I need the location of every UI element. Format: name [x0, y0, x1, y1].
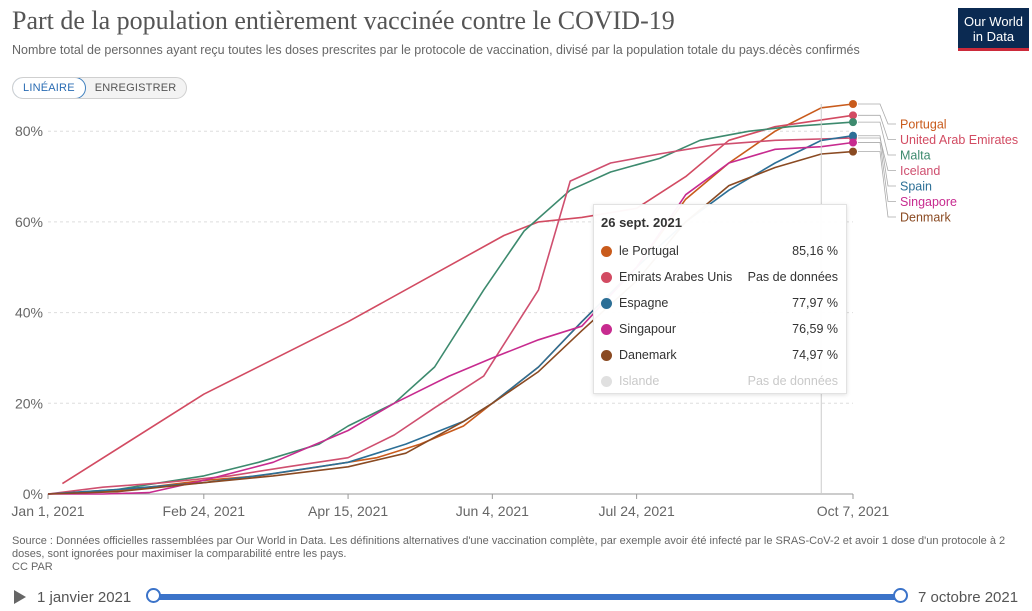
- series-end-dot: [849, 100, 857, 108]
- scale-toggle: LINÉAIRE ENREGISTRER: [12, 77, 188, 99]
- x-tick-label: Jul 24, 2021: [598, 503, 674, 519]
- y-axis-ticks: 0% 20% 40% 60% 80%: [15, 123, 43, 502]
- legend-dot: [601, 245, 612, 257]
- series-label[interactable]: Malta: [900, 149, 931, 163]
- tooltip-date: 26 sept. 2021: [601, 215, 682, 230]
- series-label[interactable]: Denmark: [900, 211, 951, 225]
- legend-dot: [601, 271, 612, 283]
- footer: Source : Données officielles rassemblées…: [12, 535, 1022, 574]
- label-leader: [858, 151, 896, 218]
- series-label[interactable]: Spain: [900, 180, 932, 194]
- line-chart: 0% 20% 40% 60% 80% Jan 1, 2021 Feb 24, 2021 Ap…: [11, 100, 1018, 519]
- legend-dot: [601, 323, 612, 335]
- legend-dot: [601, 349, 612, 361]
- y-tick-label: 40%: [15, 305, 43, 321]
- tooltip-rows: le Portugal 85,16 % Emirats Arabes Unis Pas…: [601, 238, 838, 394]
- x-axis-ticks: Jan 1, 2021 Feb 24, 2021 Apr 15, 2021 Jun 4…: [11, 494, 889, 519]
- tooltip-country: Islande: [619, 374, 660, 388]
- series-line-portugal[interactable]: [47, 103, 854, 495]
- label-leader: [858, 114, 896, 140]
- tooltip-value: 76,59 %: [792, 322, 838, 336]
- tooltip-row: Emirats Arabes Unis Pas de données: [601, 264, 838, 290]
- y-tick-label: 60%: [15, 214, 43, 230]
- x-tick-label: Oct 7, 2021: [817, 503, 890, 519]
- tooltip-row: le Portugal 85,16 %: [601, 238, 838, 264]
- series-end-dot: [849, 138, 857, 147]
- chart-title: Part de la population entièrement vaccin…: [12, 6, 675, 35]
- tooltip-row: Islande Pas de données: [601, 368, 838, 394]
- tooltip-country: Danemark: [619, 348, 677, 362]
- series-end-dot: [849, 118, 857, 127]
- series-label[interactable]: Iceland: [900, 164, 940, 178]
- label-leader: [858, 137, 896, 171]
- hover-tooltip: 26 sept. 2021 le Portugal 85,16 % Emirats …: [593, 204, 847, 394]
- x-tick-label: Feb 24, 2021: [163, 503, 246, 519]
- series-end-dot: [849, 111, 857, 120]
- x-tick-label: Apr 15, 2021: [308, 503, 388, 519]
- x-tick-label: Jan 1, 2021: [11, 503, 84, 519]
- series-end-dot: [849, 147, 857, 156]
- series-line-malta[interactable]: [47, 121, 854, 495]
- y-tick-label: 20%: [15, 395, 43, 411]
- label-leader: [858, 103, 896, 125]
- source-note: Source : Données officielles rassemblées…: [12, 535, 1006, 560]
- series-label[interactable]: United Arab Emirates: [900, 133, 1018, 147]
- tooltip-country: Singapour: [619, 322, 676, 336]
- legend-dot: [601, 375, 612, 387]
- series-line-united-arab-emirates[interactable]: [61, 114, 854, 485]
- gridlines: [48, 130, 853, 495]
- label-leader: [858, 135, 896, 187]
- tooltip-row: Singapour 76,59 %: [601, 316, 838, 342]
- series-lines: [47, 100, 857, 495]
- chart-subtitle: Nombre total de personnes ayant reçu tou…: [12, 43, 860, 57]
- timeline-start-handle[interactable]: [146, 588, 161, 603]
- tooltip-country: Emirats Arabes Unis: [619, 270, 733, 284]
- tooltip-country: Espagne: [619, 296, 669, 310]
- tooltip-value: 77,97 %: [792, 296, 838, 310]
- play-icon[interactable]: [14, 590, 26, 604]
- tooltip-value: Pas de données: [747, 270, 838, 284]
- label-leader: [858, 121, 896, 156]
- series-label[interactable]: Singapore: [900, 195, 957, 209]
- series-line-iceland[interactable]: [47, 137, 854, 495]
- y-tick-label: 80%: [15, 123, 43, 139]
- timeline-track[interactable]: [153, 594, 901, 600]
- owid-logo[interactable]: Our World in Data: [958, 8, 1029, 51]
- log-scale-button[interactable]: ENREGISTRER: [94, 82, 177, 94]
- timeline-end-label: 7 octobre 2021: [918, 589, 1019, 606]
- x-tick-label: Jun 4, 2021: [456, 503, 529, 519]
- tooltip-value: 85,16 %: [792, 244, 838, 258]
- linear-scale-button[interactable]: LINÉAIRE: [13, 78, 86, 98]
- y-tick-label: 0%: [23, 486, 43, 502]
- logo-line-1: Our World: [964, 14, 1023, 29]
- tooltip-value: 74,97 %: [792, 348, 838, 362]
- license-link[interactable]: CC PAR: [12, 561, 53, 573]
- tooltip-value: Pas de données: [747, 374, 838, 388]
- series-label[interactable]: Portugal: [900, 118, 947, 132]
- timeline-end-handle[interactable]: [893, 588, 908, 603]
- label-leader: [858, 142, 896, 202]
- timeline-start-label: 1 janvier 2021: [37, 589, 132, 606]
- logo-line-2: in Data: [972, 29, 1015, 44]
- tooltip-row: Espagne 77,97 %: [601, 290, 838, 316]
- tooltip-country: le Portugal: [619, 244, 679, 258]
- series-end-dot: [849, 131, 857, 140]
- tooltip-row: Danemark 74,97 %: [601, 342, 838, 368]
- legend-dot: [601, 297, 612, 309]
- timeline: 1 janvier 2021 7 octobre 2021: [0, 586, 1032, 611]
- series-line-denmark[interactable]: [47, 150, 854, 495]
